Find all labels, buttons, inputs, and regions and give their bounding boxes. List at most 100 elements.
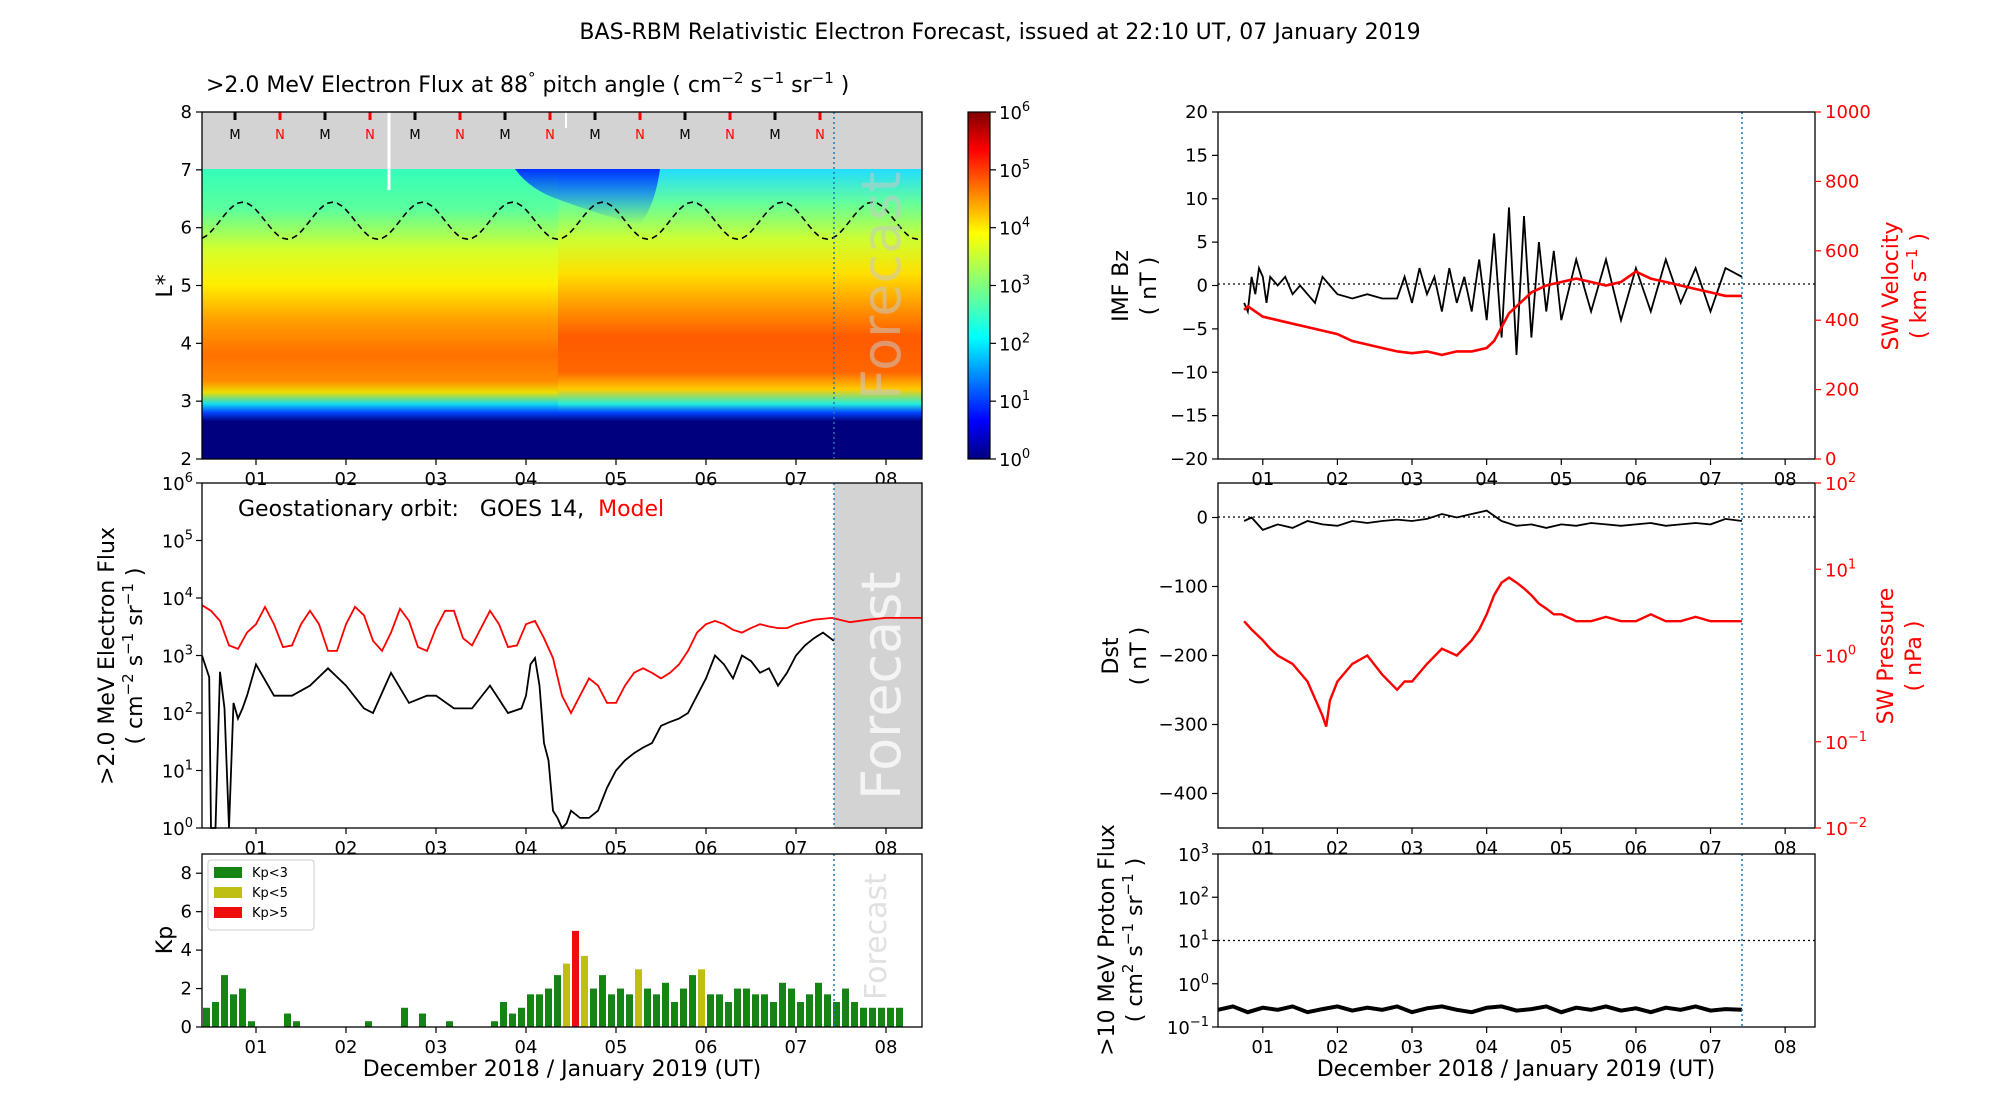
kp-bar (860, 1007, 867, 1027)
orbit-marker-label: M (589, 128, 600, 143)
y2-tick-label: 1000 (1825, 102, 1871, 123)
geo-series (201, 604, 922, 830)
x-tick-label: 05 (1550, 838, 1573, 859)
kp-bar (212, 1002, 219, 1027)
colorbar-tick-label: 103 (999, 274, 1030, 298)
kp-bar (671, 1002, 678, 1027)
colorbar-gradient (967, 111, 991, 460)
y-tick-label: 10−1 (1167, 1015, 1209, 1039)
y2-tick-label: 400 (1825, 310, 1859, 331)
kp-bar (554, 975, 561, 1027)
kp-bar (833, 1002, 840, 1027)
y-tick-label: 100 (1178, 972, 1209, 996)
orbit-marker-label: N (275, 128, 285, 143)
y2-tick-label: 200 (1825, 380, 1859, 401)
x-tick-label: 02 (335, 469, 358, 490)
lstar-heatmap-left (202, 169, 558, 459)
dst-panel: −400 −300 −200 −100 0 10−2 10−1 100 101 102 01 02… (1099, 471, 1927, 859)
kp-bar (815, 982, 822, 1027)
dst-ylabel-line1: Dst (1099, 637, 1124, 674)
model-flux-line (201, 604, 922, 715)
x-tick-label: 06 (1624, 838, 1647, 859)
kp-bar (419, 1013, 426, 1027)
kp-forecast-label: Forecast (859, 873, 894, 1000)
y-tick-label: 3 (181, 391, 192, 412)
y2-tick-label: 101 (1825, 557, 1856, 581)
y-tick-label: 7 (181, 160, 192, 181)
dst-series (1243, 509, 1743, 727)
x-tick-label: 05 (605, 469, 628, 490)
kp-legend-label: Kp>5 (252, 906, 288, 921)
x-tick-label: 03 (425, 838, 448, 859)
lstar-title: >2.0 MeV Electron Flux at 88° pitch angl… (206, 69, 849, 98)
x-tick-label: 03 (1401, 1037, 1424, 1058)
kp-bar (716, 994, 723, 1027)
proton-yaxis: 10−1 100 101 102 103 (1167, 842, 1218, 1039)
kp-bar (230, 994, 237, 1027)
kp-ylabel: Kp (153, 926, 178, 954)
x-tick-label: 02 (1326, 469, 1349, 490)
geo-forecast-label: Forecast (850, 572, 913, 801)
orbit-marker-label: M (679, 128, 690, 143)
y-tick-label: 8 (181, 863, 192, 884)
x-tick-label: 08 (1774, 1037, 1797, 1058)
x-tick-label: 01 (1251, 838, 1274, 859)
orbit-marker-label: N (725, 128, 735, 143)
orbit-marker-label: N (815, 128, 825, 143)
swv-yaxis: 0 200 400 600 800 1000 (1815, 102, 1871, 470)
y-tick-label: −300 (1159, 715, 1208, 736)
kp-bar (887, 1007, 894, 1027)
y2-tick-label: 600 (1825, 241, 1859, 262)
lstar-dropout-patch (515, 169, 660, 225)
kp-bar (617, 988, 624, 1027)
figure-title: BAS-RBM Relativistic Electron Forecast, … (579, 20, 1420, 45)
y-tick-label: 102 (1178, 885, 1209, 909)
y-tick-label: −15 (1170, 406, 1208, 427)
kp-bar (635, 969, 642, 1027)
x-tick-label: 06 (695, 469, 718, 490)
y-tick-label: 104 (162, 586, 193, 610)
kp-bar (626, 994, 633, 1027)
lstar-panel: >2.0 MeV Electron Flux at 88° pitch angl… (153, 69, 923, 490)
kp-frame (201, 853, 923, 1028)
goes-flux-line (201, 631, 835, 830)
orbit-marker-label: M (319, 128, 330, 143)
x-tick-label: 05 (605, 838, 628, 859)
y-tick-label: 20 (1185, 102, 1208, 123)
geo-forecast-region (834, 483, 922, 828)
kp-xaxis: 01 02 03 04 05 06 07 08 (245, 1027, 897, 1058)
kp-bar (518, 1007, 525, 1027)
kp-legend-label: Kp<5 (252, 886, 288, 901)
proton-frame (1217, 853, 1816, 1028)
kp-bar (779, 982, 786, 1027)
y-tick-label: 100 (162, 816, 193, 840)
swp-ylabel-line2: ( nPa ) (1902, 621, 1927, 692)
x-tick-label: 04 (1475, 1037, 1498, 1058)
y-tick-label: 102 (162, 701, 193, 725)
kp-bar (662, 982, 669, 1027)
proton-flux-line (1217, 1004, 1742, 1015)
geo-ylabel-line1: >2.0 MeV Electron Flux (95, 527, 120, 785)
orbit-marker-label: M (229, 128, 240, 143)
y2-tick-label: 800 (1825, 171, 1859, 192)
y-tick-label: 4 (181, 333, 192, 354)
x-tick-label: 03 (425, 469, 448, 490)
orbit-marker-label: N (545, 128, 555, 143)
x-tick-label: 08 (1774, 469, 1797, 490)
y-tick-label: 2 (181, 449, 192, 470)
kp-bar (572, 930, 579, 1027)
kp-bar (653, 994, 660, 1027)
kp-bar (788, 988, 795, 1027)
kp-bar (644, 988, 651, 1027)
x-tick-label: 08 (1774, 838, 1797, 859)
kp-bar (284, 1013, 291, 1027)
y-tick-label: 8 (181, 102, 192, 123)
geo-annotation: Geostationary orbit: GOES 14, Model (238, 497, 664, 522)
kp-bar (581, 955, 588, 1027)
kp-bar (842, 988, 849, 1027)
x-tick-label: 06 (695, 1037, 718, 1058)
kp-legend-swatch (214, 867, 242, 878)
kp-bar (599, 975, 606, 1027)
swp-ylabel-line1: SW Pressure (1874, 588, 1899, 725)
